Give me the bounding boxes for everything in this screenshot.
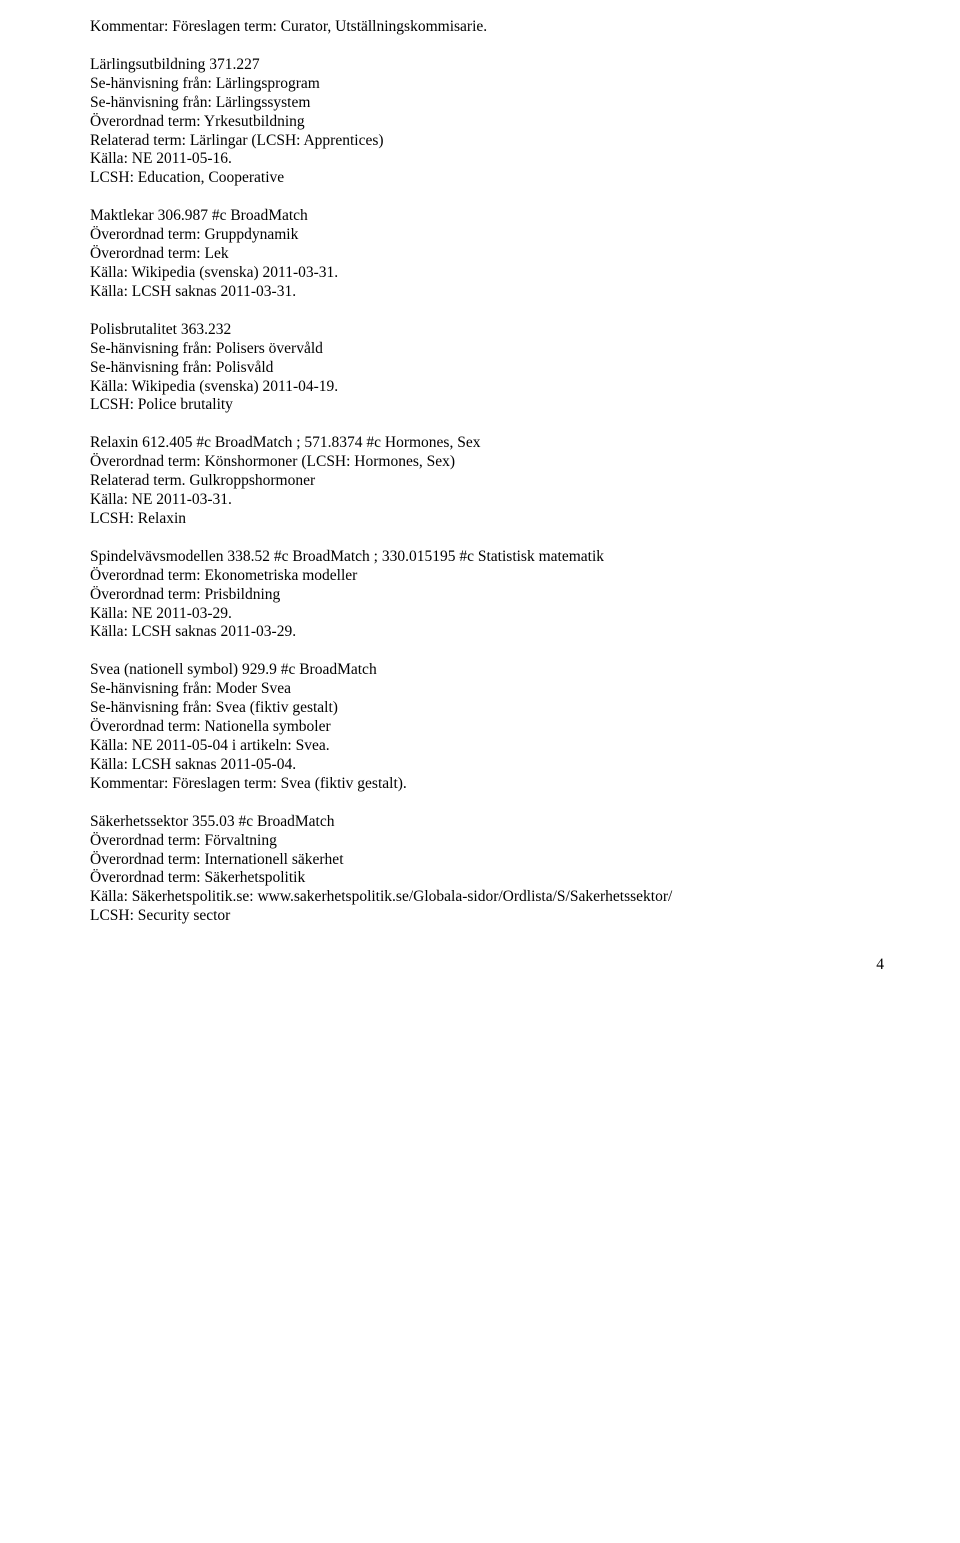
- entries-container: Kommentar: Föreslagen term: Curator, Uts…: [90, 18, 890, 926]
- entry-line: Överordnad term: Gruppdynamik: [90, 226, 890, 245]
- entry-line: Se-hänvisning från: Polisvåld: [90, 359, 890, 378]
- entry-line: LCSH: Security sector: [90, 907, 890, 926]
- entry-line: Källa: Wikipedia (svenska) 2011-03-31.: [90, 264, 890, 283]
- entry-line: Överordnad term: Prisbildning: [90, 586, 890, 605]
- entry-line: Maktlekar 306.987 #c BroadMatch: [90, 207, 890, 226]
- entry-line: Överordnad term: Ekonometriska modeller: [90, 567, 890, 586]
- entry-line: Källa: NE 2011-03-29.: [90, 605, 890, 624]
- entry: Relaxin 612.405 #c BroadMatch ; 571.8374…: [90, 434, 890, 529]
- entry: Svea (nationell symbol) 929.9 #c BroadMa…: [90, 661, 890, 793]
- entry-line: Överordnad term: Säkerhetspolitik: [90, 869, 890, 888]
- entry-line: Källa: LCSH saknas 2011-03-31.: [90, 283, 890, 302]
- entry-line: Se-hänvisning från: Lärlingsprogram: [90, 75, 890, 94]
- entry-line: Relaterad term. Gulkroppshormoner: [90, 472, 890, 491]
- entry-line: Se-hänvisning från: Lärlingssystem: [90, 94, 890, 113]
- entry-line: Lärlingsutbildning 371.227: [90, 56, 890, 75]
- document-page: Kommentar: Föreslagen term: Curator, Uts…: [0, 0, 960, 993]
- entry-line: LCSH: Relaxin: [90, 510, 890, 529]
- entry: Polisbrutalitet 363.232Se-hänvisning frå…: [90, 321, 890, 416]
- entry-line: Överordnad term: Yrkesutbildning: [90, 113, 890, 132]
- entry-line: Kommentar: Föreslagen term: Curator, Uts…: [90, 18, 890, 37]
- entry-line: Se-hänvisning från: Svea (fiktiv gestalt…: [90, 699, 890, 718]
- entry-line: Se-hänvisning från: Polisers övervåld: [90, 340, 890, 359]
- entry-line: Spindelvävsmodellen 338.52 #c BroadMatch…: [90, 548, 890, 567]
- entry-line: Relaxin 612.405 #c BroadMatch ; 571.8374…: [90, 434, 890, 453]
- entry-line: LCSH: Education, Cooperative: [90, 169, 890, 188]
- entry-line: Svea (nationell symbol) 929.9 #c BroadMa…: [90, 661, 890, 680]
- entry-line: LCSH: Police brutality: [90, 396, 890, 415]
- entry-line: Relaterad term: Lärlingar (LCSH: Apprent…: [90, 132, 890, 151]
- entry-line: Källa: NE 2011-05-16.: [90, 150, 890, 169]
- entry-line: Säkerhetssektor 355.03 #c BroadMatch: [90, 813, 890, 832]
- entry: Maktlekar 306.987 #c BroadMatchÖverordna…: [90, 207, 890, 302]
- page-number: 4: [90, 956, 890, 975]
- entry-line: Överordnad term: Förvaltning: [90, 832, 890, 851]
- entry-line: Källa: LCSH saknas 2011-03-29.: [90, 623, 890, 642]
- entry-line: Överordnad term: Internationell säkerhet: [90, 851, 890, 870]
- entry: Kommentar: Föreslagen term: Curator, Uts…: [90, 18, 890, 37]
- entry-line: Kommentar: Föreslagen term: Svea (fiktiv…: [90, 775, 890, 794]
- entry-line: Källa: LCSH saknas 2011-05-04.: [90, 756, 890, 775]
- entry-line: Överordnad term: Nationella symboler: [90, 718, 890, 737]
- entry-line: Källa: NE 2011-03-31.: [90, 491, 890, 510]
- entry-line: Se-hänvisning från: Moder Svea: [90, 680, 890, 699]
- entry: Lärlingsutbildning 371.227Se-hänvisning …: [90, 56, 890, 188]
- entry-line: Överordnad term: Könshormoner (LCSH: Hor…: [90, 453, 890, 472]
- entry: Säkerhetssektor 355.03 #c BroadMatchÖver…: [90, 813, 890, 926]
- entry: Spindelvävsmodellen 338.52 #c BroadMatch…: [90, 548, 890, 643]
- entry-line: Källa: Wikipedia (svenska) 2011-04-19.: [90, 378, 890, 397]
- entry-line: Källa: NE 2011-05-04 i artikeln: Svea.: [90, 737, 890, 756]
- entry-line: Polisbrutalitet 363.232: [90, 321, 890, 340]
- entry-line: Överordnad term: Lek: [90, 245, 890, 264]
- entry-line: Källa: Säkerhetspolitik.se: www.sakerhet…: [90, 888, 890, 907]
